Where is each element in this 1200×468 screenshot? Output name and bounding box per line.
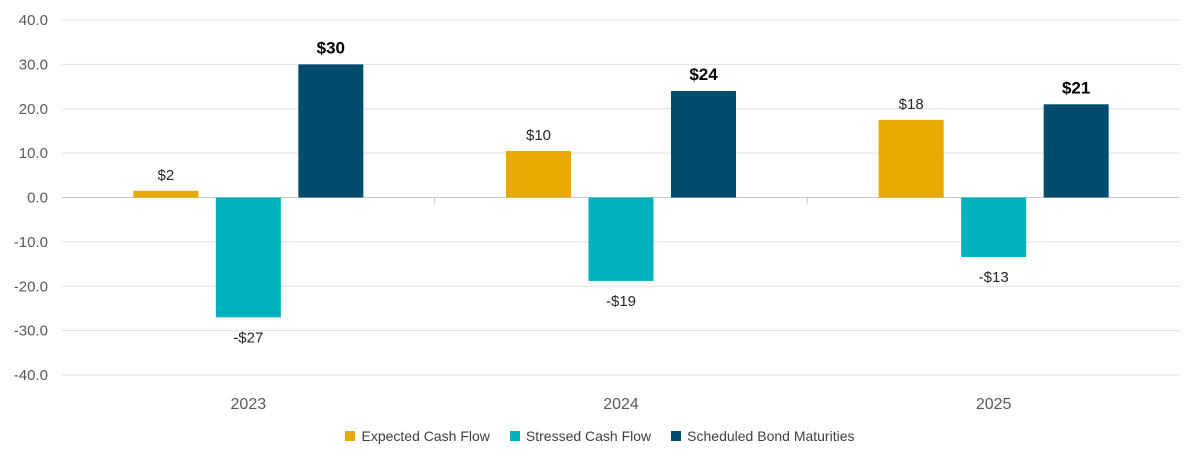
data-label: $18: [899, 96, 924, 113]
legend-swatch: [671, 431, 682, 441]
y-tick-label: 10.0: [19, 145, 48, 162]
legend-label: Expected Cash Flow: [361, 428, 490, 444]
data-labels: $2 -$27 $30 $10 -$19 $24 $18 -$13 $21: [157, 38, 1090, 346]
legend-label: Stressed Cash Flow: [525, 428, 652, 444]
bar-scheduled-bond-maturities-2025: [1043, 104, 1109, 198]
y-tick-label: -40.0: [14, 367, 48, 384]
y-tick-label: -20.0: [14, 278, 48, 295]
data-label: -$19: [606, 293, 636, 310]
legend-swatch: [509, 431, 520, 441]
data-label: $2: [157, 167, 174, 184]
bar-scheduled-bond-maturities-2023: [298, 64, 364, 198]
bar-chart: 40.0 30.0 20.0 10.0 0.0 -10.0 -20.0 -30.0 -40.0 2…: [14, 12, 1180, 413]
bars: [133, 64, 1109, 318]
data-label: -$27: [233, 329, 263, 346]
x-category-label: 2025: [976, 396, 1012, 413]
data-label: -$13: [979, 269, 1009, 286]
x-category-label: 2024: [603, 396, 639, 413]
legend-item: Stressed Cash Flow: [509, 428, 652, 444]
bar-stressed-cash-flow-2024: [588, 197, 654, 281]
legend-item: Expected Cash Flow: [345, 428, 490, 444]
legend: Expected Cash Flow Stressed Cash Flow Sche…: [0, 428, 1200, 444]
bar-expected-cash-flow-2024: [506, 150, 571, 198]
y-tick-label: 20.0: [19, 101, 48, 118]
bar-stressed-cash-flow-2023: [215, 197, 281, 318]
axes: 40.0 30.0 20.0 10.0 0.0 -10.0 -20.0 -30.0 -40.0 2…: [14, 12, 1012, 413]
bar-expected-cash-flow-2023: [133, 190, 199, 198]
y-tick-label: 0.0: [27, 190, 48, 207]
x-category-label: 2023: [231, 396, 267, 413]
legend-item: Scheduled Bond Maturities: [671, 428, 855, 444]
data-label: $30: [317, 38, 345, 57]
data-label: $21: [1062, 78, 1090, 97]
y-tick-label: 30.0: [19, 56, 48, 73]
legend-swatch: [345, 431, 356, 441]
legend-label: Scheduled Bond Maturities: [687, 428, 855, 444]
data-label: $10: [526, 127, 551, 144]
data-label: $24: [689, 65, 718, 84]
y-tick-label: -10.0: [14, 234, 48, 251]
bar-expected-cash-flow-2025: [878, 119, 944, 198]
y-tick-label: 40.0: [19, 12, 48, 29]
bar-stressed-cash-flow-2025: [961, 197, 1027, 257]
bar-scheduled-bond-maturities-2024: [671, 91, 736, 198]
y-tick-label: -30.0: [14, 323, 48, 340]
